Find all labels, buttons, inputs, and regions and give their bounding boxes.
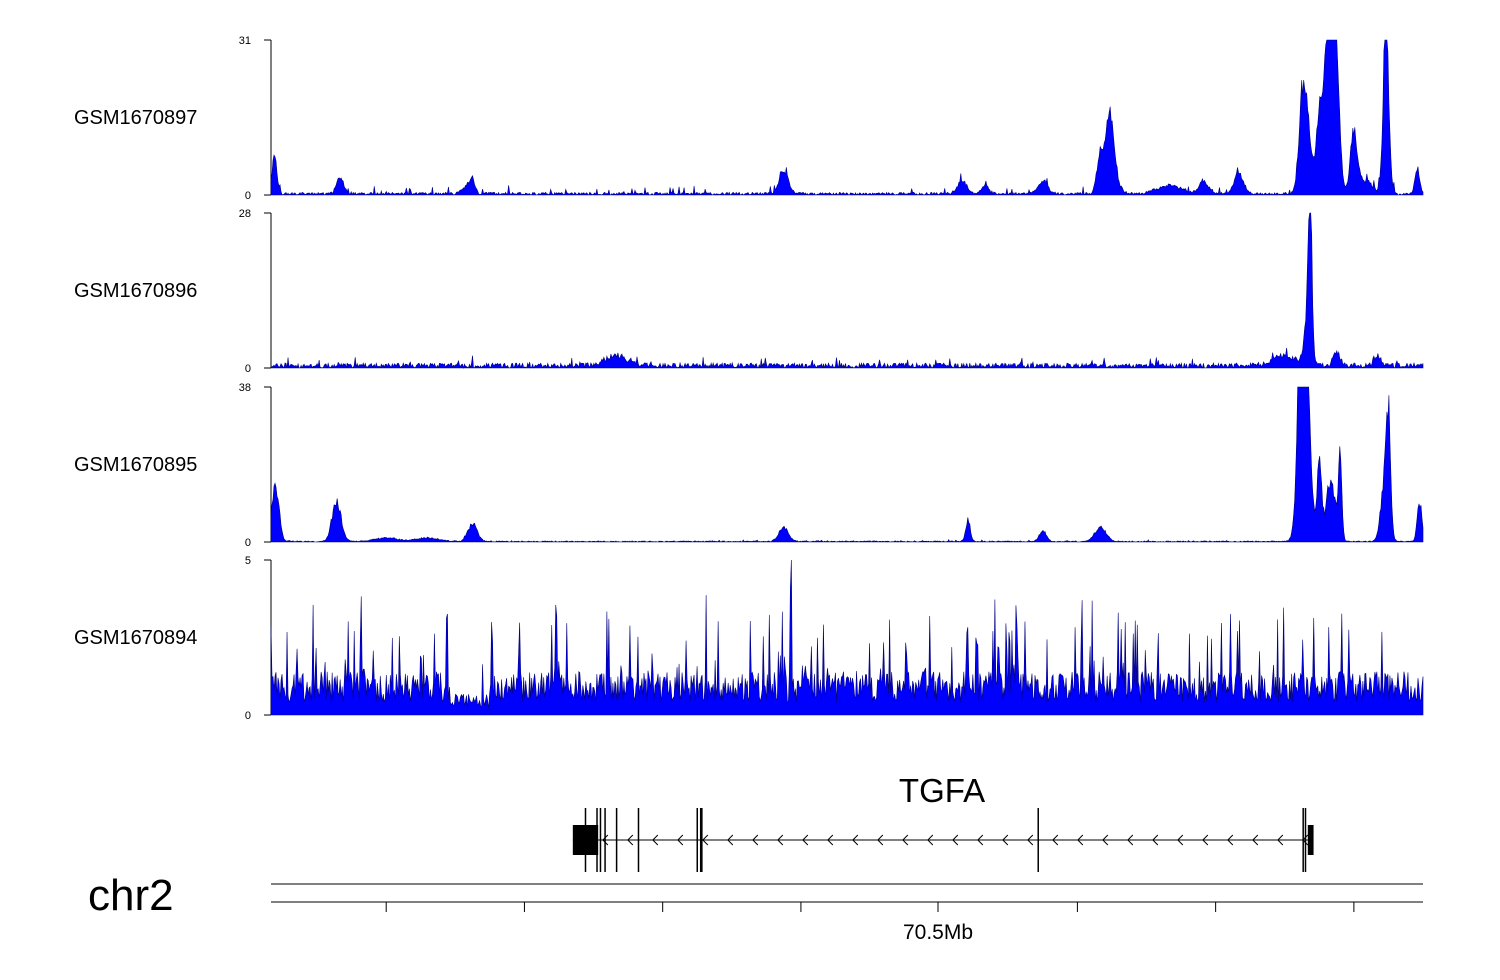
track-GSM1670894: GSM1670894 5 0 (74, 555, 1424, 722)
signal-tracks: GSM1670897310GSM1670896280GSM1670895380G… (74, 35, 1424, 722)
strand-arrow (852, 834, 859, 846)
track-ymax-label: 31 (239, 35, 251, 47)
strand-arrow (802, 834, 809, 846)
gene-first-exon (1307, 825, 1314, 855)
track-signal-area (270, 386, 1424, 543)
strand-arrow (1127, 834, 1134, 846)
strand-arrow (752, 834, 759, 846)
strand-arrow (1152, 834, 1159, 846)
strand-arrow (1077, 834, 1084, 846)
track-label: GSM1670896 (74, 280, 197, 302)
track-label: GSM1670897 (74, 107, 197, 129)
strand-arrow (952, 834, 959, 846)
strand-arrow (902, 834, 909, 846)
track-label: GSM1670894 (74, 627, 197, 649)
track-ymin-label: 0 (245, 537, 251, 549)
chromosome-label: chr2 (88, 871, 174, 920)
strand-arrow (652, 834, 659, 846)
track-GSM1670897: GSM1670897 31 0 (74, 35, 1424, 202)
track-ymin-label: 0 (245, 710, 251, 722)
track-signal-area (270, 559, 1424, 716)
track-ymax-label: 5 (245, 555, 251, 567)
track-ymin-label: 0 (245, 190, 251, 202)
track-ymax-label: 38 (239, 382, 251, 394)
track-ymax-label: 28 (239, 208, 251, 220)
track-GSM1670895: GSM1670895 38 0 (74, 382, 1424, 549)
strand-arrow (677, 834, 684, 846)
gene-label: TGFA (899, 772, 985, 809)
track-signal-area (270, 39, 1424, 196)
strand-arrow (1202, 834, 1209, 846)
strand-arrow (1027, 834, 1034, 846)
strand-arrow (1277, 834, 1284, 846)
strand-arrow (1102, 834, 1109, 846)
gene-strand-arrows (602, 834, 1309, 846)
strand-arrow (1227, 834, 1234, 846)
track-ymin-label: 0 (245, 363, 251, 375)
strand-arrow (727, 834, 734, 846)
gene-exons (572, 808, 1314, 872)
track-GSM1670896: GSM1670896 28 0 (74, 208, 1424, 375)
strand-arrow (977, 834, 984, 846)
strand-arrow (602, 834, 609, 846)
track-label: GSM1670895 (74, 454, 197, 476)
strand-arrow (927, 834, 934, 846)
track-signal-area (270, 212, 1424, 370)
gene-track: TGFA (572, 772, 1314, 872)
strand-arrow (877, 834, 884, 846)
axis-position-label: 70.5Mb (903, 921, 973, 944)
axis-ticks (385, 902, 1355, 912)
strand-arrow (1052, 834, 1059, 846)
strand-arrow (627, 834, 634, 846)
strand-arrow (827, 834, 834, 846)
genome-axis: 70.5Mb (271, 883, 1423, 944)
strand-arrow (1002, 834, 1009, 846)
strand-arrow (1252, 834, 1259, 846)
strand-arrow (1177, 834, 1184, 846)
strand-arrow (777, 834, 784, 846)
strand-arrow (702, 834, 709, 846)
